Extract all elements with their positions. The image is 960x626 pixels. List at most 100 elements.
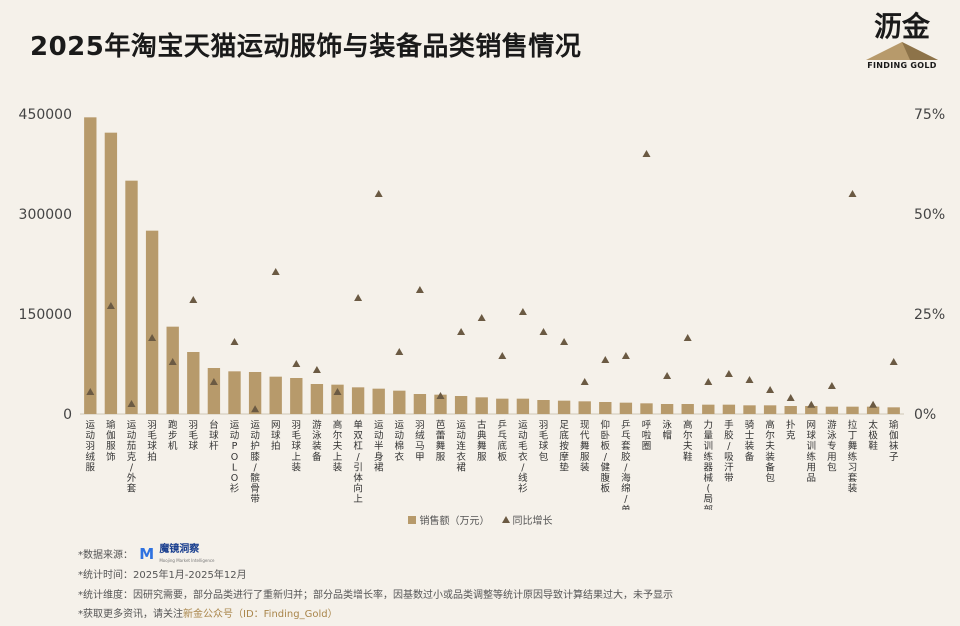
source-sub: Moojing Market Intelligence bbox=[159, 558, 215, 563]
bar bbox=[104, 132, 118, 414]
bar bbox=[496, 398, 509, 414]
x-tick-label: 运动护膝/髌骨带 bbox=[250, 420, 260, 505]
x-tick-label: 羽毛球拍 bbox=[147, 420, 157, 463]
growth-marker bbox=[354, 294, 363, 301]
y-right-tick-label: 25% bbox=[914, 307, 945, 323]
bar bbox=[825, 406, 839, 414]
x-tick-label: 芭蕾舞服 bbox=[436, 419, 446, 463]
x-tick-label: 拉丁舞练习套装 bbox=[848, 419, 858, 495]
growth-marker bbox=[683, 334, 692, 341]
bar bbox=[310, 384, 324, 414]
period-note: *统计时间：2025年1月-2025年12月 bbox=[78, 570, 247, 581]
growth-marker bbox=[827, 382, 836, 389]
x-tick-label: 瑜伽服饰 bbox=[106, 419, 116, 463]
x-tick-label: 高尔夫鞋 bbox=[683, 419, 693, 463]
growth-marker bbox=[745, 376, 754, 383]
x-tick-label: 游泳专用包 bbox=[827, 419, 837, 473]
bar bbox=[145, 230, 159, 414]
bar bbox=[805, 406, 818, 414]
bar bbox=[187, 352, 200, 414]
x-tick-label: 运动毛衣/线衫 bbox=[518, 420, 528, 495]
bar bbox=[331, 384, 344, 414]
more-prefix: *获取更多资讯，请关注 bbox=[78, 609, 183, 620]
growth-marker bbox=[477, 314, 486, 321]
x-tick-label: 手胶/吸汗带 bbox=[724, 419, 734, 484]
moojing-m-icon: M bbox=[139, 545, 155, 564]
growth-marker bbox=[168, 358, 177, 365]
bar bbox=[372, 388, 385, 414]
bar bbox=[619, 402, 633, 414]
growth-marker bbox=[189, 296, 198, 303]
bar bbox=[743, 405, 756, 414]
y-right-tick-label: 75% bbox=[914, 107, 945, 123]
source-label: *数据来源： bbox=[78, 550, 133, 561]
source-name: 魔镜洞察 bbox=[159, 544, 200, 555]
bar bbox=[393, 390, 406, 414]
bar bbox=[351, 387, 365, 414]
bar bbox=[846, 406, 859, 414]
bar bbox=[248, 372, 262, 414]
y-left-tick-label: 150000 bbox=[19, 307, 72, 323]
source-row: *数据来源： M 魔镜洞察 Moojing Market Intelligenc… bbox=[78, 544, 673, 566]
growth-marker bbox=[518, 308, 527, 315]
bar bbox=[784, 406, 797, 414]
bar bbox=[454, 396, 468, 414]
growth-marker bbox=[251, 405, 260, 413]
x-tick-label: 太极鞋 bbox=[868, 419, 878, 452]
x-tick-label: 乒乓底板 bbox=[498, 419, 508, 463]
x-tick-label: 骑士装备 bbox=[745, 419, 755, 463]
x-tick-label: 扑克 bbox=[786, 419, 796, 442]
more-info-row: *获取更多资讯，请关注新金公众号（ID：Finding_Gold） bbox=[78, 605, 673, 625]
bar bbox=[166, 326, 179, 414]
bar bbox=[660, 404, 674, 414]
y-left-tick-label: 450000 bbox=[19, 107, 72, 123]
growth-marker bbox=[395, 348, 404, 355]
bar bbox=[84, 117, 97, 414]
x-tick-label: 仰卧板/健腹板 bbox=[601, 419, 611, 495]
legend-marker-label: 同比增长 bbox=[512, 516, 553, 527]
growth-marker bbox=[230, 338, 239, 345]
bar bbox=[228, 371, 241, 414]
growth-marker bbox=[560, 338, 569, 345]
growth-marker bbox=[663, 372, 672, 379]
x-tick-label: 台球杆 bbox=[209, 419, 219, 452]
growth-marker bbox=[889, 358, 898, 365]
bar bbox=[207, 368, 221, 414]
logo-subtitle: FINDING GOLD bbox=[867, 61, 937, 70]
logo-text: 沥金 bbox=[873, 10, 930, 43]
x-tick-label: 高尔夫装备包 bbox=[765, 419, 775, 484]
wechat-account: 新金公众号（ID：Finding_Gold） bbox=[183, 609, 338, 620]
growth-marker bbox=[869, 400, 878, 408]
growth-marker bbox=[436, 392, 445, 399]
bar bbox=[722, 404, 736, 414]
bar bbox=[640, 403, 653, 414]
source-logo: M 魔镜洞察 Moojing Market Intelligence bbox=[139, 544, 214, 566]
x-tick-label: 跑步机 bbox=[168, 419, 178, 452]
growth-marker bbox=[724, 370, 733, 377]
growth-marker bbox=[292, 360, 301, 367]
growth-marker bbox=[766, 386, 775, 393]
y-right-tick-label: 50% bbox=[914, 207, 945, 223]
bar bbox=[887, 407, 900, 414]
growth-marker bbox=[127, 400, 136, 407]
x-tick-label: 游泳装备 bbox=[312, 419, 322, 463]
x-tick-label: 羽毛球上装 bbox=[292, 420, 302, 473]
growth-marker bbox=[312, 366, 321, 373]
y-left-tick-label: 0 bbox=[63, 407, 72, 423]
bar bbox=[702, 404, 715, 414]
bar bbox=[125, 180, 138, 414]
growth-marker bbox=[539, 328, 548, 335]
growth-marker bbox=[704, 378, 713, 385]
logo-mountain-icon bbox=[866, 42, 938, 60]
x-tick-label: 运动半身裙 bbox=[374, 420, 384, 473]
x-tick-label: 运动茄克/外套 bbox=[127, 420, 137, 495]
footer-notes: *数据来源： M 魔镜洞察 Moojing Market Intelligenc… bbox=[78, 544, 673, 625]
x-tick-label: 力量训练器械(局部型) bbox=[704, 419, 714, 510]
x-tick-label: 呼啦圈 bbox=[642, 420, 652, 452]
bar bbox=[578, 401, 591, 414]
bar bbox=[475, 397, 488, 414]
x-tick-label: 网球拍 bbox=[271, 420, 281, 452]
growth-marker bbox=[106, 302, 115, 309]
chart-legend: 销售额（万元） 同比增长 bbox=[0, 512, 960, 527]
